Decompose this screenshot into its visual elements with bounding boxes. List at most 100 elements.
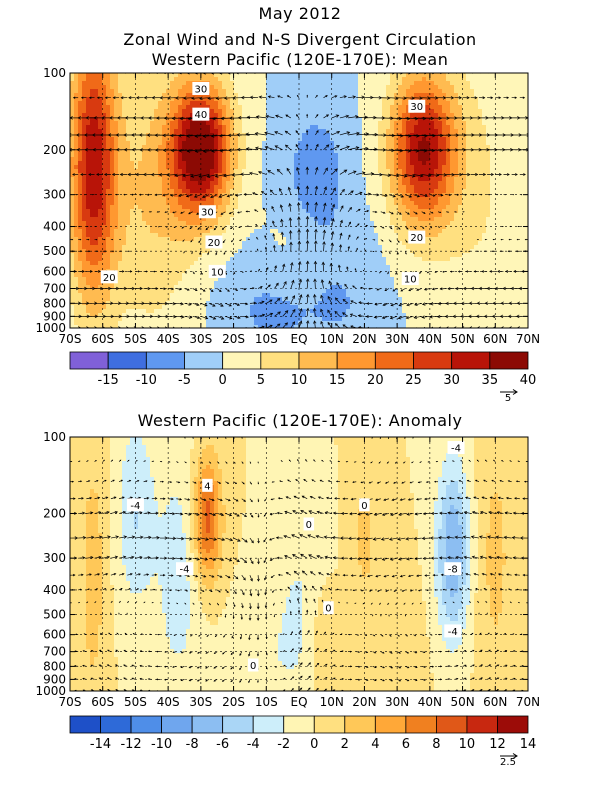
vector-arrowhead [249, 606, 252, 610]
y-tick-label: 1000 [35, 321, 66, 335]
vector-arrowhead [85, 116, 89, 120]
vector-arrowhead [266, 680, 268, 683]
vector-arrowhead [346, 131, 351, 135]
vector-arrowhead [130, 573, 133, 576]
vector-arrowhead [275, 666, 277, 668]
vector-arrow [208, 498, 215, 501]
vector-arrowhead [188, 651, 191, 654]
vector-arrow [284, 555, 291, 559]
vector-arrow [347, 246, 350, 252]
vector-arrowhead [325, 144, 330, 148]
vector-arrowhead [197, 227, 200, 230]
vector-arrow [358, 302, 365, 304]
vector-arrow [127, 573, 133, 576]
vector-arrowhead [256, 617, 260, 621]
vector-arrow [225, 513, 232, 516]
vector-arrowhead [455, 211, 457, 213]
vector-arrowhead [214, 174, 219, 178]
vector-arrowhead [84, 148, 88, 152]
vector-arrow [297, 186, 300, 195]
vector-arrow [178, 194, 185, 197]
vector-arrow [102, 511, 110, 514]
vector-arrowhead [123, 664, 126, 667]
vector-arrowhead [254, 146, 259, 150]
x-tick-label: 40S [157, 332, 180, 346]
vector-arrowhead [305, 166, 309, 170]
contour-label: -4 [448, 627, 458, 638]
vector-arrow [339, 95, 347, 99]
vector-arrowhead [320, 279, 325, 283]
vector-arrow [306, 261, 309, 272]
vector-arrow [86, 512, 93, 514]
vector-arrowhead [298, 435, 299, 436]
colorbar-swatch [344, 715, 376, 734]
vector-arrowhead [403, 174, 408, 178]
vector-arrowhead [148, 535, 152, 540]
vector-arrowhead [289, 599, 291, 602]
vector-arrowhead [376, 288, 379, 291]
vector-arrowhead [280, 218, 284, 223]
vector-arrowhead [179, 116, 184, 121]
vector-arrowhead [298, 260, 302, 265]
vector-arrowhead [341, 312, 346, 316]
vector-arrowhead [90, 649, 93, 652]
vector-arrowhead [293, 570, 297, 574]
vector-arrowhead [533, 116, 536, 119]
vector-arrowhead [232, 616, 235, 619]
vector-arrow [397, 194, 404, 198]
vector-arrowhead [72, 573, 76, 577]
vector-arrowhead [271, 205, 275, 209]
vector-arrowhead [172, 536, 177, 541]
vector-arrowhead [504, 193, 507, 196]
vector-arrowhead [305, 201, 310, 206]
y-tick-label: 400 [43, 220, 66, 234]
vector-arrow [171, 149, 185, 151]
vector-arrowhead [471, 510, 476, 514]
vector-arrowhead [431, 665, 435, 668]
mean-panel-colorbar: -15 -10 -5 0 5 10 15 20 25 30 35 40 [69, 351, 536, 388]
vector-arrowhead [438, 226, 441, 228]
vector-arrowhead [227, 575, 231, 579]
vector-arrowhead [131, 535, 136, 539]
vector-arrowhead [212, 316, 217, 320]
vector-arrowhead [393, 481, 396, 484]
vector-arrowhead [394, 462, 397, 464]
vector-arrowhead [509, 225, 511, 228]
vector-arrowhead [336, 281, 340, 286]
vector-arrowhead [374, 132, 379, 137]
vector-arrowhead [443, 173, 448, 177]
vector-arrowhead [347, 245, 350, 249]
vector-arrowhead [196, 315, 201, 320]
vector-arrowhead [139, 650, 142, 652]
vector-arrowhead [521, 678, 524, 680]
vector-arrowhead [331, 218, 335, 222]
vector-arrowhead [429, 315, 433, 319]
contour-label-box [323, 601, 334, 615]
vector-arrowhead [529, 194, 530, 195]
vector-arrowhead [499, 588, 502, 590]
vector-arrowhead [173, 634, 176, 636]
vector-arrow [78, 574, 84, 576]
vector-arrowhead [476, 326, 480, 328]
vector-arrowhead [389, 316, 394, 320]
vector-arrowhead [255, 224, 258, 226]
contour-label: 0 [306, 520, 312, 531]
vector-arrowhead [220, 303, 224, 307]
vector-arrow [297, 598, 300, 604]
vector-arrowhead [108, 632, 110, 635]
vector-arrowhead [132, 633, 135, 635]
contour-label: 30 [194, 84, 207, 95]
vector-arrow [332, 537, 340, 539]
vector-arrow [407, 513, 414, 515]
vector-arrowhead [171, 287, 175, 291]
vector-arrowhead [201, 272, 203, 275]
vector-arrow [192, 498, 198, 501]
vector-arrow [338, 265, 341, 272]
vector-arrowhead [81, 573, 84, 577]
vector-arrowhead [384, 288, 387, 291]
vector-arrowhead [277, 323, 281, 327]
vector-arrowhead [497, 573, 501, 576]
vector-arrowhead [205, 537, 209, 541]
vector-arrowhead [291, 648, 294, 651]
vector-arrowhead [234, 591, 237, 595]
